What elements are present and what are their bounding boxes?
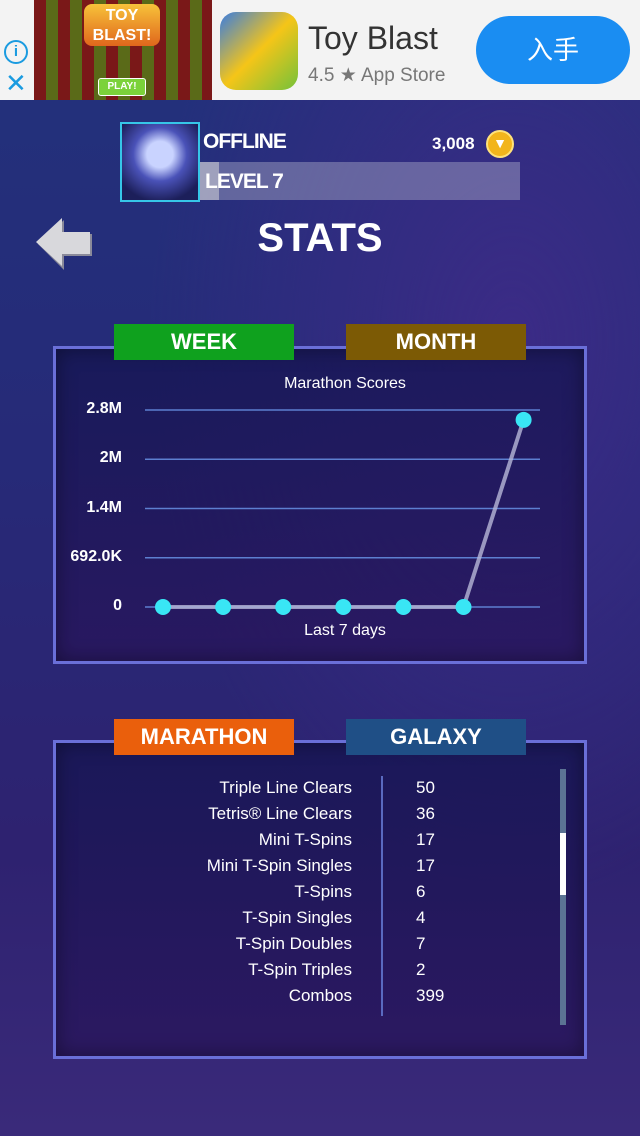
stat-value: 6: [416, 882, 426, 901]
data-point[interactable]: [275, 599, 292, 615]
y-tick-label: 692.0K: [70, 547, 122, 565]
scrollbar-thumb[interactable]: [560, 833, 566, 895]
y-tick-label: 2.8M: [86, 400, 122, 417]
column-divider: [381, 776, 383, 1016]
tab-marathon[interactable]: MARATHON: [114, 719, 294, 755]
data-point[interactable]: [395, 599, 412, 615]
info-icon[interactable]: i: [4, 40, 28, 64]
ad-banner[interactable]: i ✕ TOY BLAST! PLAY! Toy Blast 4.5 ★ App…: [0, 0, 640, 100]
stat-label: T-Spin Singles: [242, 908, 352, 927]
level-label: LEVEL 7: [205, 170, 284, 193]
back-arrow-icon[interactable]: [36, 214, 94, 272]
level-progress-bar: [200, 162, 520, 200]
stat-value: 399: [416, 986, 445, 1005]
ad-play-badge: PLAY!: [98, 78, 146, 96]
online-status: OFFLINE: [203, 130, 287, 153]
avatar[interactable]: [120, 122, 200, 202]
data-point[interactable]: [155, 599, 171, 615]
ad-get-button[interactable]: 入手: [476, 16, 630, 84]
data-point[interactable]: [515, 411, 532, 428]
close-icon[interactable]: ✕: [5, 68, 27, 98]
stat-value: 50: [416, 778, 435, 797]
level-progress-fill: [200, 162, 220, 200]
tab-galaxy[interactable]: GALAXY: [346, 719, 526, 755]
y-tick-label: 1.4M: [86, 498, 122, 516]
stats-panel: [53, 740, 587, 1059]
stat-value: 17: [416, 830, 435, 849]
ad-game-logo: TOY BLAST!: [84, 4, 160, 46]
data-point[interactable]: [215, 599, 232, 615]
stat-label: Tetris® Line Clears: [208, 804, 352, 823]
chart-title: Marathon Scores: [284, 375, 406, 392]
ad-game-image[interactable]: TOY BLAST! PLAY!: [34, 0, 212, 100]
page-title: STATS: [257, 216, 383, 260]
tab-week[interactable]: WEEK: [114, 324, 294, 360]
stat-value: 17: [416, 856, 435, 875]
ad-rating: 4.5 ★ App Store: [308, 65, 446, 86]
y-tick-label: 2M: [99, 449, 122, 467]
stat-label: T-Spin Doubles: [235, 934, 352, 953]
stat-value: 2: [416, 960, 426, 979]
stat-label: T-Spin Triples: [248, 960, 352, 979]
stat-value: 36: [416, 804, 435, 823]
coin-count: 3,008: [432, 134, 475, 153]
chart-x-label: Last 7 days: [304, 622, 386, 639]
scrollbar[interactable]: [560, 769, 566, 1025]
stat-label: Combos: [288, 986, 352, 1005]
ad-title: Toy Blast: [308, 20, 438, 56]
stat-value: 7: [416, 934, 426, 953]
series-line: [163, 419, 526, 609]
tab-month[interactable]: MONTH: [346, 324, 526, 360]
data-point[interactable]: [455, 599, 472, 615]
stat-label: T-Spins: [294, 882, 352, 901]
stat-label: Triple Line Clears: [219, 778, 352, 797]
stat-value: 4: [416, 908, 426, 927]
stat-label: Mini T-Spins: [258, 830, 352, 849]
y-tick-label: 0: [113, 597, 122, 614]
stat-label: Mini T-Spin Singles: [206, 856, 352, 875]
coin-icon: ▼: [486, 130, 514, 158]
data-point[interactable]: [335, 599, 352, 615]
ad-app-icon[interactable]: [220, 12, 298, 90]
